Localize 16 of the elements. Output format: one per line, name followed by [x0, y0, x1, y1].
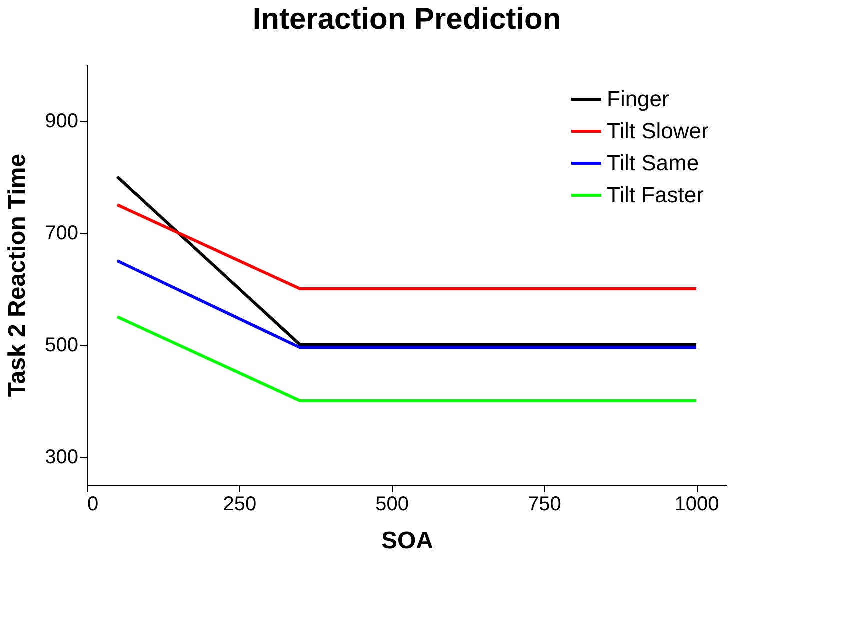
x-tick-label: 0: [88, 494, 99, 516]
x-tick-label: 250: [223, 494, 257, 516]
y-axis-title: Task 2 Reaction Time: [4, 154, 32, 398]
y-tick-label: 500: [45, 334, 78, 356]
legend-label: Finger: [607, 86, 670, 112]
legend-label: Tilt Faster: [607, 182, 704, 208]
x-tick-label: 750: [528, 494, 562, 516]
x-axis-title: SOA: [381, 528, 434, 554]
y-tick-label: 300: [45, 446, 78, 468]
chart-title: Interaction Prediction: [252, 3, 562, 36]
x-tick-label: 500: [376, 494, 409, 516]
y-tick-label: 900: [45, 110, 78, 132]
x-tick-label: 1000: [674, 494, 720, 516]
legend-label: Tilt Same: [607, 150, 700, 176]
y-tick-label: 700: [45, 222, 78, 244]
legend-label: Tilt Slower: [607, 118, 709, 144]
